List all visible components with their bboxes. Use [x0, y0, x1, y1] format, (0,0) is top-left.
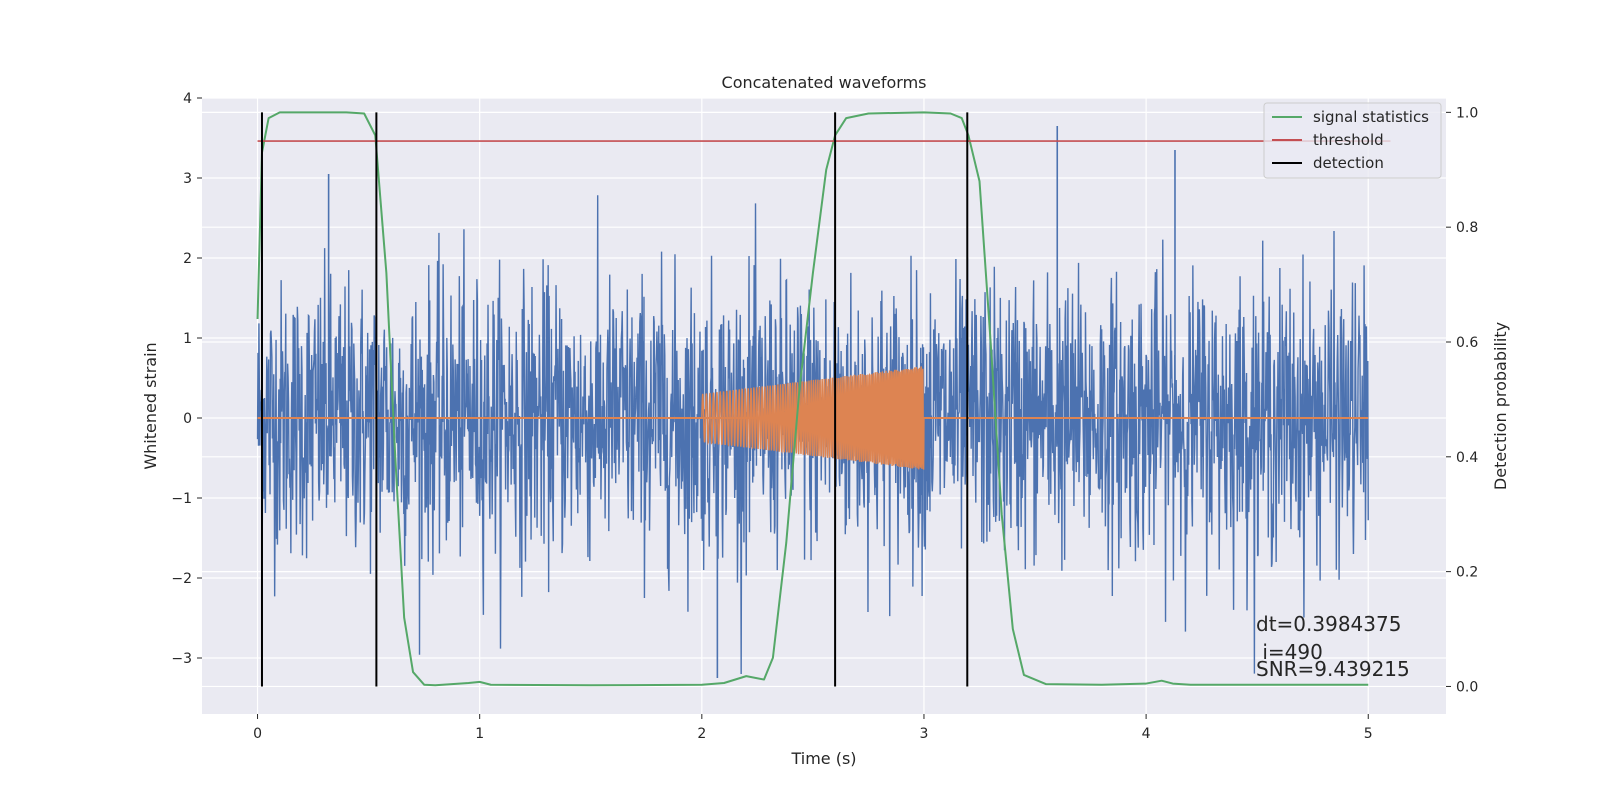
y-right-tick-label: 1.0: [1456, 105, 1478, 121]
injection-chirp: [701, 366, 925, 470]
noise-line: [256, 195, 1369, 675]
y-axis-label-left: Whitened strain: [141, 342, 160, 469]
y-left-tick-label: −2: [171, 571, 192, 587]
detection-series: [260, 112, 969, 687]
y-right-tick-label: 0.6: [1456, 335, 1478, 351]
y-right-tick-label: 0.0: [1456, 679, 1478, 695]
y-left-tick-label: 1: [183, 331, 192, 347]
y-right-tick-label: 0.4: [1456, 450, 1478, 466]
y-left-tick-label: −3: [171, 651, 192, 667]
x-tick-label: 0: [253, 726, 262, 742]
annotation-dt: dt=0.3984375: [1256, 612, 1401, 636]
legend: signal statistics threshold detection: [1263, 102, 1442, 179]
y-left-tick-label: 2: [183, 251, 192, 267]
x-tick-label: 4: [1142, 726, 1151, 742]
x-tick-label: 3: [920, 726, 929, 742]
chirp-series: [257, 366, 1369, 470]
noise-series: [256, 126, 1369, 678]
annotation-snr: SNR=9.439215: [1256, 657, 1410, 681]
y-left-tick-label: −1: [171, 491, 192, 507]
y-axis-label-right: Detection probability: [1491, 322, 1510, 490]
y-left-tick-label: 0: [183, 411, 192, 427]
legend-box: [1263, 102, 1442, 179]
x-tick-label: 2: [697, 726, 706, 742]
signal-statistics-series: [256, 111, 1369, 687]
x-tick-label: 5: [1364, 726, 1373, 742]
chart-title: Concatenated waveforms: [722, 73, 927, 92]
y-right-tick-label: 0.2: [1456, 565, 1478, 581]
legend-label-threshold: threshold: [1313, 131, 1384, 149]
x-axis-label: Time (s): [790, 749, 856, 768]
y-left-tick-label: 4: [183, 91, 192, 107]
axis-ticks: 0 1 2 3 4 5 −3 −2 −1 0 1 2 3 4 0.0 0.2 0.4 0.6 0.8 1.0: [171, 91, 1478, 742]
y-left-tick-label: 3: [183, 171, 192, 187]
legend-label-detection: detection: [1313, 154, 1384, 172]
y-right-tick-label: 0.8: [1456, 220, 1478, 236]
annotation-i: i=490: [1256, 640, 1323, 664]
x-tick-label: 1: [475, 726, 484, 742]
signal-statistics-line: [256, 111, 1369, 687]
legend-label-signal-statistics: signal statistics: [1313, 108, 1429, 126]
